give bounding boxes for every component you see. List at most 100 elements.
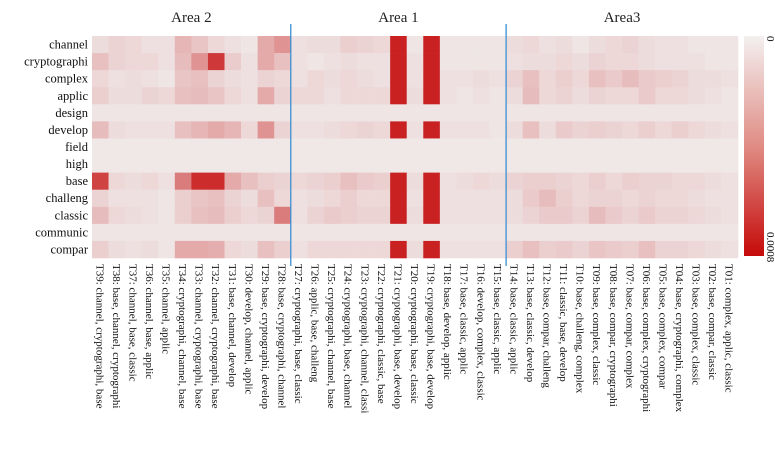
area-title: Area 2 [171, 10, 211, 26]
heatmap-cell [704, 155, 722, 173]
heatmap-cell [224, 155, 242, 173]
heatmap-cell [290, 87, 308, 105]
heatmap-cell [257, 36, 275, 54]
heatmap-cell [655, 206, 673, 225]
heatmap-cell [174, 36, 192, 54]
heatmap-cell [671, 223, 689, 242]
heatmap-cell [472, 206, 490, 225]
column-label: T31: base, channel, develop [226, 264, 238, 388]
heatmap-cell [555, 172, 573, 190]
heatmap-cell [588, 104, 606, 122]
heatmap-cell [141, 189, 159, 208]
heatmap-cell [522, 223, 540, 242]
heatmap-cell [191, 189, 209, 208]
heatmap-cell [174, 53, 192, 71]
heatmap-cell [638, 223, 656, 242]
heatmap-cell [439, 87, 457, 105]
heatmap-cell [456, 223, 474, 242]
heatmap-cell [174, 189, 192, 208]
heatmap-cell [174, 138, 192, 156]
heatmap-cell [472, 172, 490, 190]
heatmap-cell [274, 87, 292, 105]
heatmap-cell [472, 87, 490, 105]
column-label: T30: develop, channel, applic [242, 264, 254, 395]
heatmap-cell [456, 53, 474, 71]
heatmap-cell [555, 240, 573, 259]
heatmap-cell [439, 138, 457, 156]
heatmap-cell [357, 70, 374, 88]
heatmap-cell [539, 70, 557, 88]
heatmap-cell [158, 155, 176, 173]
heatmap-cell [423, 240, 441, 259]
heatmap-cell [406, 138, 424, 156]
heatmap-cell [357, 189, 374, 208]
heatmap-cell [125, 172, 142, 190]
heatmap-cell [688, 172, 706, 190]
heatmap-cell [390, 240, 408, 259]
heatmap-cell [323, 138, 341, 156]
heatmap-cell [655, 87, 673, 105]
heatmap-cell [207, 121, 225, 139]
heatmap-cell [108, 206, 126, 225]
heatmap-cell [622, 70, 639, 88]
heatmap-cell [456, 189, 474, 208]
row-label: challeng [46, 191, 89, 205]
heatmap-cell [373, 36, 391, 54]
heatmap-cell [605, 240, 623, 259]
heatmap-cell [688, 36, 706, 54]
heatmap-cell [522, 87, 540, 105]
heatmap-cell [174, 206, 192, 225]
heatmap-cell [721, 155, 739, 173]
heatmap-cell [423, 121, 441, 139]
colorbar: 0 0.0008 [744, 36, 775, 263]
heatmap-cell [555, 121, 573, 139]
heatmap-cell [174, 223, 192, 242]
heatmap-cell [688, 155, 706, 173]
column-label: T04: base, cryptographi, complex [673, 264, 685, 413]
heatmap-cell [158, 172, 176, 190]
heatmap-cell [472, 189, 490, 208]
heatmap-cell [92, 138, 109, 156]
heatmap-cell [323, 70, 341, 88]
heatmap-cell [357, 240, 374, 259]
heatmap-cell [357, 104, 374, 122]
heatmap-cell [572, 121, 590, 139]
heatmap-cell [224, 104, 242, 122]
row-label: applic [57, 89, 88, 103]
heatmap-cell [539, 155, 557, 173]
heatmap-cell [108, 223, 126, 242]
heatmap-cell [323, 172, 341, 190]
heatmap-cell [241, 87, 258, 105]
heatmap-cell [390, 36, 408, 54]
heatmap-cell [274, 53, 292, 71]
heatmap-cell [622, 36, 639, 54]
heatmap-cell [373, 138, 391, 156]
heatmap-cell [489, 172, 507, 190]
heatmap-cell [688, 138, 706, 156]
heatmap-cell [622, 223, 639, 242]
area-title: Area3 [604, 10, 641, 26]
row-label: communic [35, 225, 88, 239]
heatmap-cell [439, 172, 457, 190]
heatmap-cell [241, 155, 258, 173]
heatmap-cell [605, 223, 623, 242]
heatmap-cell [704, 206, 722, 225]
heatmap-cell [655, 138, 673, 156]
heatmap-cell [108, 70, 126, 88]
heatmap-cell [340, 121, 358, 139]
heatmap-cell [241, 53, 258, 71]
heatmap-cell [158, 70, 176, 88]
colorbar-gradient [744, 36, 764, 256]
heatmap-cell [539, 189, 557, 208]
heatmap-cell [141, 104, 159, 122]
column-label: T24: cryptographi, base, channel [342, 264, 354, 408]
heatmap-cell [274, 206, 292, 225]
heatmap-cell [423, 36, 441, 54]
heatmap-cell [257, 189, 275, 208]
heatmap-cell [671, 138, 689, 156]
heatmap-cell [489, 121, 507, 139]
heatmap-cell [472, 223, 490, 242]
heatmap-cell [638, 240, 656, 259]
heatmap-cell [423, 53, 441, 71]
heatmap-cell [290, 104, 308, 122]
